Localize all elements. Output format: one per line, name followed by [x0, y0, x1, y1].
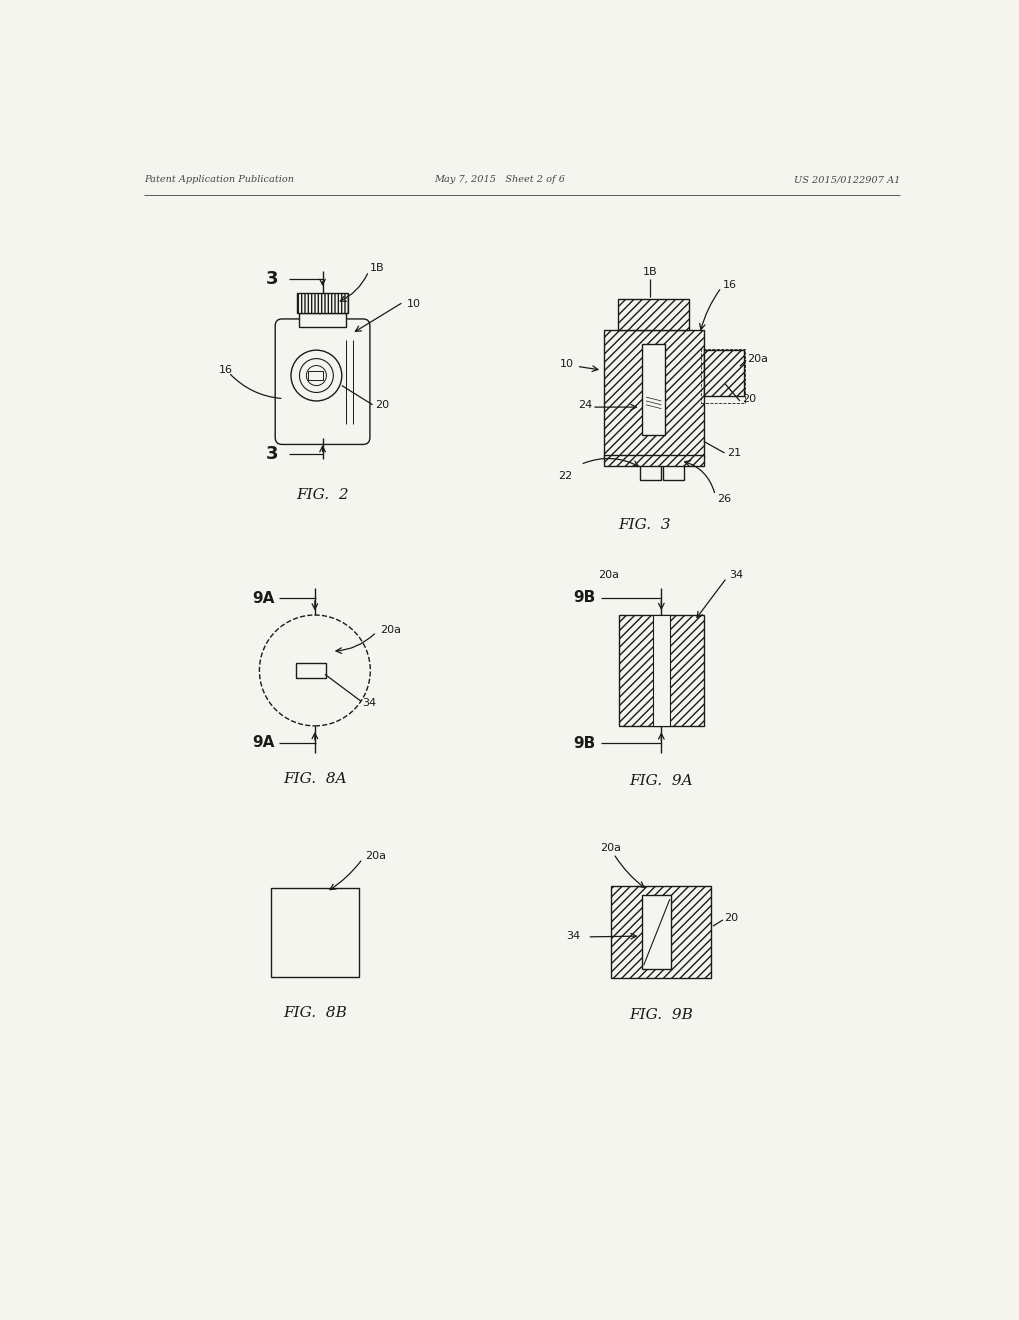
Text: FIG.  9A: FIG. 9A	[629, 774, 693, 788]
Text: 20: 20	[742, 395, 755, 404]
Text: FIG.  3: FIG. 3	[618, 519, 671, 532]
Text: US 2015/0122907 A1: US 2015/0122907 A1	[793, 176, 899, 185]
Text: FIG.  8A: FIG. 8A	[282, 772, 346, 787]
Bar	[652, 615, 669, 726]
Bar	[619, 615, 703, 726]
Text: Patent Application Publication: Patent Application Publication	[144, 176, 293, 185]
Bar	[700, 350, 745, 404]
Text: 3: 3	[265, 445, 277, 463]
Text: 10: 10	[407, 300, 421, 309]
Text: 22: 22	[558, 471, 573, 480]
Bar	[270, 888, 359, 977]
Text: 9B: 9B	[573, 735, 595, 751]
Text: 1B: 1B	[370, 263, 384, 273]
Text: 34: 34	[729, 570, 743, 579]
Bar	[300, 313, 345, 326]
Text: May 7, 2015   Sheet 2 of 6: May 7, 2015 Sheet 2 of 6	[434, 176, 565, 185]
Text: 9A: 9A	[252, 590, 274, 606]
Text: 26: 26	[716, 494, 731, 504]
Bar	[603, 455, 703, 466]
Bar	[610, 886, 710, 978]
Text: FIG.  9B: FIG. 9B	[629, 1007, 693, 1022]
Text: FIG.  8B: FIG. 8B	[282, 1006, 346, 1020]
Text: 16: 16	[218, 366, 232, 375]
Text: 34: 34	[362, 698, 376, 708]
Bar	[297, 293, 347, 313]
Text: 34: 34	[566, 931, 580, 941]
Text: 3: 3	[265, 269, 277, 288]
Bar	[642, 895, 671, 969]
Text: 21: 21	[727, 447, 740, 458]
FancyBboxPatch shape	[275, 319, 370, 445]
Text: 20: 20	[723, 913, 738, 924]
Text: 9A: 9A	[252, 735, 274, 750]
Circle shape	[306, 366, 326, 385]
Text: 20a: 20a	[365, 850, 385, 861]
Bar	[662, 457, 683, 480]
Text: 20: 20	[375, 400, 388, 409]
Text: 24: 24	[578, 400, 592, 409]
Text: 20a: 20a	[380, 626, 400, 635]
Text: 1B: 1B	[642, 268, 656, 277]
Bar	[603, 330, 703, 457]
Text: 20a: 20a	[599, 842, 621, 853]
Text: 9B: 9B	[573, 590, 595, 605]
Bar	[703, 350, 743, 396]
Text: 10: 10	[559, 359, 573, 370]
Bar	[642, 343, 664, 436]
Bar	[296, 663, 326, 678]
Circle shape	[300, 359, 333, 392]
Bar	[618, 298, 689, 330]
Bar	[639, 457, 660, 480]
Circle shape	[290, 350, 341, 401]
Text: 20a: 20a	[747, 354, 768, 363]
Text: FIG.  2: FIG. 2	[296, 487, 348, 502]
Bar	[308, 371, 322, 380]
Circle shape	[259, 615, 370, 726]
Text: 20a: 20a	[597, 570, 619, 579]
Text: 16: 16	[722, 280, 736, 290]
